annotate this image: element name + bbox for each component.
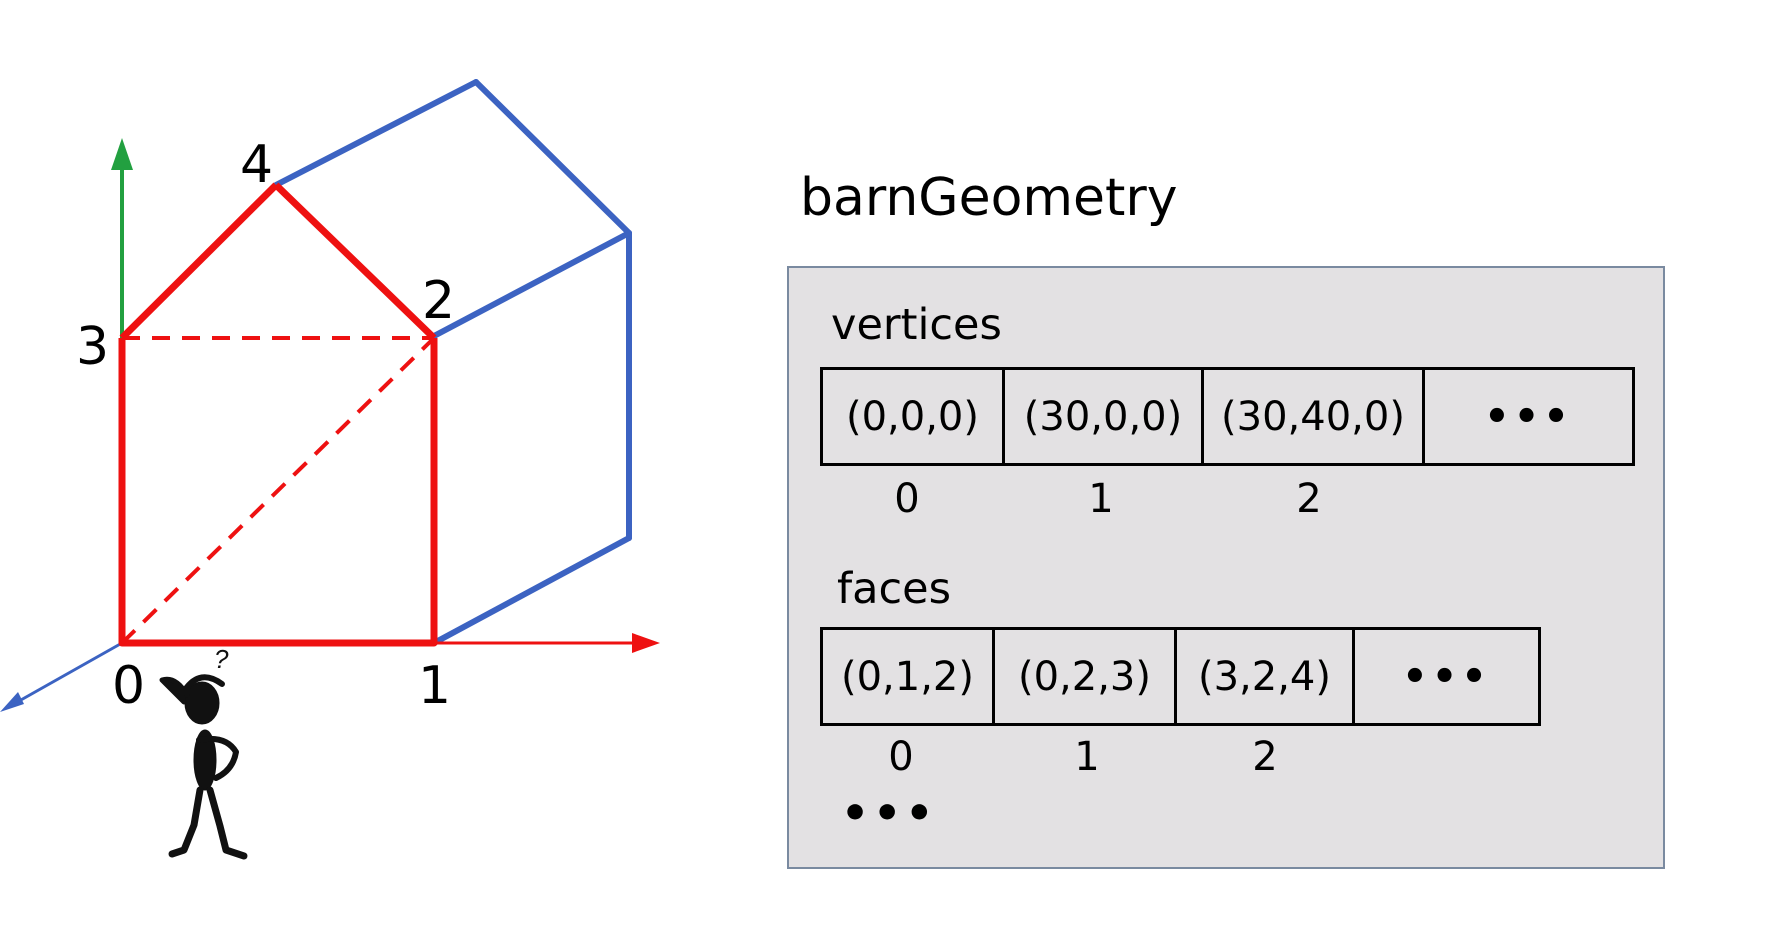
face-cell-more: ••• [1402, 653, 1491, 700]
vertex-index-1: 1 [1088, 476, 1114, 522]
vertex-index-0: 0 [894, 476, 920, 522]
z-axis-arrowhead-icon [0, 692, 24, 712]
front-wall-outline [118, 338, 438, 647]
dashed-edge-0-2 [120, 336, 436, 645]
face-index-0: 0 [888, 734, 914, 780]
more-arrays-ellipsis: ••• [841, 788, 938, 839]
vertex-cell-more: ••• [1484, 393, 1573, 440]
roof-ridge-edge [273, 79, 479, 188]
back-floor-edge [431, 535, 632, 646]
confused-person-icon: ? [159, 644, 248, 860]
vertex-cell-2: (30,40,0) [1204, 370, 1425, 463]
vertex-label-0: 0 [112, 656, 145, 716]
triangulation-edges [120, 336, 436, 645]
y-axis-arrowhead-icon [111, 138, 133, 170]
vertex-cell-0: (0,0,0) [823, 370, 1005, 463]
face-cell-1: (0,2,3) [995, 630, 1177, 723]
vertex-label-4: 4 [240, 135, 273, 195]
front-roof-left [119, 182, 279, 341]
face-index-2: 2 [1252, 734, 1278, 780]
faces-array: (0,1,2) (0,2,3) (3,2,4) ••• [820, 627, 1541, 726]
vertex-index-2: 2 [1296, 476, 1322, 522]
front-roof-right [273, 182, 437, 341]
faces-label: faces [837, 564, 951, 614]
vertex-cell-1: (30,0,0) [1005, 370, 1204, 463]
vertices-array: (0,0,0) (30,0,0) (30,40,0) ••• [820, 367, 1635, 466]
question-mark: ? [214, 644, 229, 674]
x-axis [434, 633, 660, 653]
front-face [118, 182, 438, 647]
geometry-title: barnGeometry [800, 168, 1178, 228]
vertices-label: vertices [831, 300, 1002, 350]
back-roof-edge [473, 79, 632, 236]
vertex-label-3: 3 [76, 317, 109, 377]
x-axis-arrowhead-icon [632, 633, 660, 653]
face-cell-0: (0,1,2) [823, 630, 995, 723]
z-axis [0, 641, 123, 712]
eave-edge [431, 230, 632, 339]
vertex-label-1: 1 [418, 656, 451, 716]
face-index-1: 1 [1074, 734, 1100, 780]
y-axis [111, 138, 133, 338]
back-edges [273, 79, 632, 646]
data-panel: vertices (0,0,0) (30,0,0) (30,40,0) ••• … [787, 266, 1665, 869]
face-cell-2: (3,2,4) [1177, 630, 1355, 723]
vertex-label-2: 2 [422, 271, 455, 331]
